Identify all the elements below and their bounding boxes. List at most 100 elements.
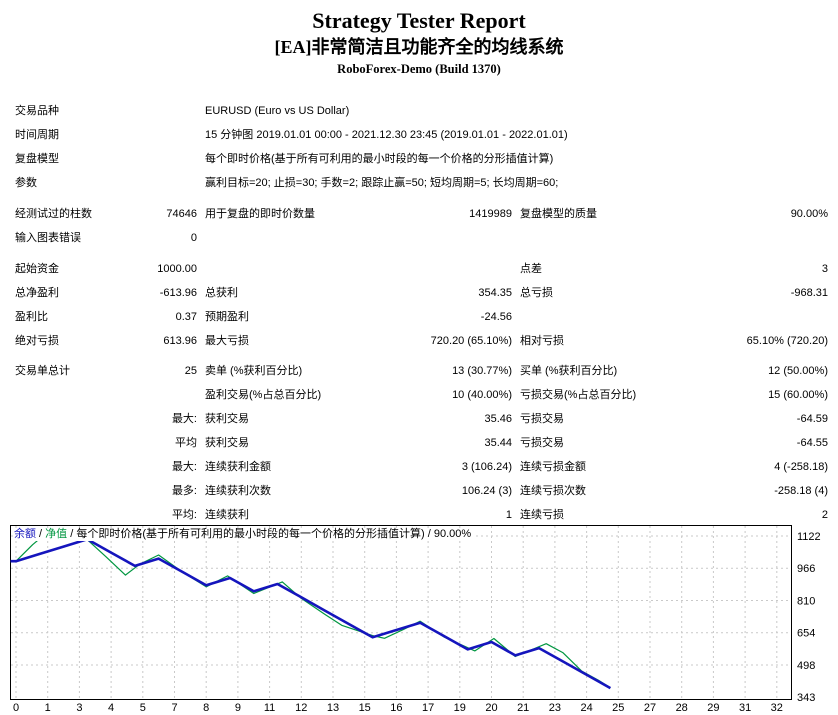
svg-text:29: 29 [707, 702, 719, 714]
row-label [0, 455, 130, 479]
svg-text:1122: 1122 [797, 531, 821, 543]
row-label: 总净盈利 [15, 287, 59, 299]
table-row: 平均 获利交易 35.44 亏损交易 -64.55 [0, 431, 838, 455]
table-row: 交易品种 EURUSD (Euro vs US Dollar) [0, 99, 838, 123]
report-title: Strategy Tester Report [312, 8, 526, 33]
svg-text:23: 23 [549, 702, 561, 714]
row-label: 获利交易 [205, 437, 249, 449]
row-label: 相对亏损 [520, 335, 564, 347]
svg-text:8: 8 [203, 702, 209, 714]
row-label: 绝对亏损 [15, 335, 59, 347]
row-label: 总获利 [205, 287, 238, 299]
row-label: 最大亏损 [205, 335, 249, 347]
svg-text:9: 9 [235, 702, 241, 714]
table-row: 复盘模型 每个即时价格(基于所有可利用的最小时段的每一个价格的分形插值计算) [0, 147, 838, 171]
row-value [130, 99, 197, 123]
svg-text:498: 498 [797, 660, 815, 672]
row-value [130, 147, 197, 171]
svg-text:16: 16 [390, 702, 402, 714]
table-row: 输入图表错误 0 [0, 226, 838, 250]
legend-balance: 余额 [14, 528, 36, 540]
report-header: Strategy Tester Report [EA]非常简洁且功能齐全的均线系… [0, 0, 838, 77]
svg-text:27: 27 [644, 702, 656, 714]
svg-text:4: 4 [108, 702, 114, 714]
row-label: 总亏损 [520, 287, 553, 299]
row-label: 获利交易 [205, 413, 249, 425]
row-value [130, 383, 197, 407]
row-value-wide: 15 分钟图 2019.01.01 00:00 - 2021.12.30 23:… [205, 129, 568, 141]
row-label: 连续获利次数 [205, 485, 271, 497]
row-value: 最大: [171, 413, 197, 425]
svg-text:24: 24 [580, 702, 592, 714]
chart-legend: 余额 / 净值 / 每个即时价格(基于所有可利用的最小时段的每一个价格的分形插值… [13, 528, 475, 541]
row-value: 平均: [171, 509, 197, 521]
row-value: 720.20 (65.10%) [430, 335, 512, 347]
row-value: 15 (60.00%) [768, 389, 828, 401]
row-value: 35.46 [484, 413, 512, 425]
row-label: 复盘模型的质量 [520, 208, 597, 220]
row-label: 盈利交易(%占总百分比) [205, 389, 322, 401]
row-label: 卖单 (%获利百分比) [205, 365, 303, 377]
row-value: 90.00% [790, 208, 828, 220]
legend-separator: / [424, 528, 434, 540]
svg-text:7: 7 [171, 702, 177, 714]
balance-chart: 0 1 3 4 5 7 8 9 11 12 13 15 16 17 19 20 21 23 24 25 27 28 29 31… [0, 523, 838, 715]
svg-text:32: 32 [771, 702, 783, 714]
svg-text:1: 1 [45, 702, 51, 714]
row-value: 12 (50.00%) [768, 365, 828, 377]
row-value: 1000.00 [157, 263, 197, 275]
table-row: 起始资金 1000.00 点差 3 [0, 257, 838, 281]
row-label: 起始资金 [15, 263, 59, 275]
row-label: 连续亏损 [520, 509, 564, 521]
row-value: 74646 [166, 208, 197, 220]
svg-text:810: 810 [797, 595, 815, 607]
row-value: -24.56 [480, 311, 512, 323]
row-value: -968.31 [790, 287, 828, 299]
row-label: 连续亏损金额 [520, 461, 586, 473]
svg-text:3: 3 [76, 702, 82, 714]
table-row: 最多: 连续获利次数 106.24 (3) 连续亏损次数 -258.18 (4) [0, 479, 838, 503]
row-value [130, 123, 197, 147]
row-value: 354.35 [478, 287, 512, 299]
table-row: 参数 赢利目标=20; 止损=30; 手数=2; 跟踪止赢=50; 短均周期=5… [0, 171, 838, 195]
row-value: 最多: [171, 485, 197, 497]
legend-equity: 净值 [45, 528, 68, 540]
row-value: 3 [821, 263, 828, 275]
svg-text:15: 15 [359, 702, 371, 714]
table-row: 经测试过的柱数 74646 用于复盘的即时价数量 1419989 复盘模型的质量 9… [0, 202, 838, 226]
row-label: 连续亏损次数 [520, 485, 586, 497]
row-label: 预期盈利 [205, 311, 249, 323]
row-label: 亏损交易 [520, 437, 564, 449]
row-value: 13 (30.77%) [452, 365, 512, 377]
row-value: 3 (106.24) [461, 461, 512, 473]
row-value: 65.10% (720.20) [746, 335, 828, 347]
svg-text:343: 343 [797, 692, 815, 704]
row-label: 连续获利 [205, 509, 249, 521]
table-row: 最大: 连续获利金额 3 (106.24) 连续亏损金额 4 (-258.18) [0, 455, 838, 479]
row-value: 10 (40.00%) [452, 389, 512, 401]
row-value-wide: EURUSD (Euro vs US Dollar) [205, 105, 350, 117]
legend-quality: 90.00% [433, 528, 472, 540]
report-table: 交易品种 EURUSD (Euro vs US Dollar) 时间周期 15 … [0, 99, 838, 527]
row-label [0, 383, 130, 407]
table-row: 盈利交易(%占总百分比) 10 (40.00%) 亏损交易(%占总百分比) 15 (… [0, 383, 838, 407]
table-row: 总净盈利 -613.96 总获利 354.35 总亏损 -968.31 [0, 281, 838, 305]
table-row: 平均: 连续获利 1 连续亏损 2 [0, 503, 838, 527]
row-label: 亏损交易 [520, 413, 564, 425]
svg-text:20: 20 [485, 702, 497, 714]
row-value-wide: 每个即时价格(基于所有可利用的最小时段的每一个价格的分形插值计算) [205, 153, 554, 165]
row-label: 输入图表错误 [15, 232, 81, 244]
row-value-wide: 赢利目标=20; 止损=30; 手数=2; 跟踪止赢=50; 短均周期=5; 长… [205, 177, 559, 189]
legend-model: 每个即时价格(基于所有可利用的最小时段的每一个价格的分形插值计算) [76, 528, 425, 540]
row-label: 点差 [520, 263, 542, 275]
row-value: 平均 [175, 437, 197, 449]
row-value: 106.24 (3) [461, 485, 512, 497]
svg-text:21: 21 [517, 702, 529, 714]
svg-text:654: 654 [797, 628, 815, 640]
row-label: 亏损交易(%占总百分比) [520, 389, 637, 401]
svg-text:17: 17 [422, 702, 434, 714]
row-value: 最大: [171, 461, 197, 473]
row-value: 25 [184, 365, 197, 377]
row-label: 时间周期 [15, 129, 59, 141]
row-value: 4 (-258.18) [774, 461, 828, 473]
